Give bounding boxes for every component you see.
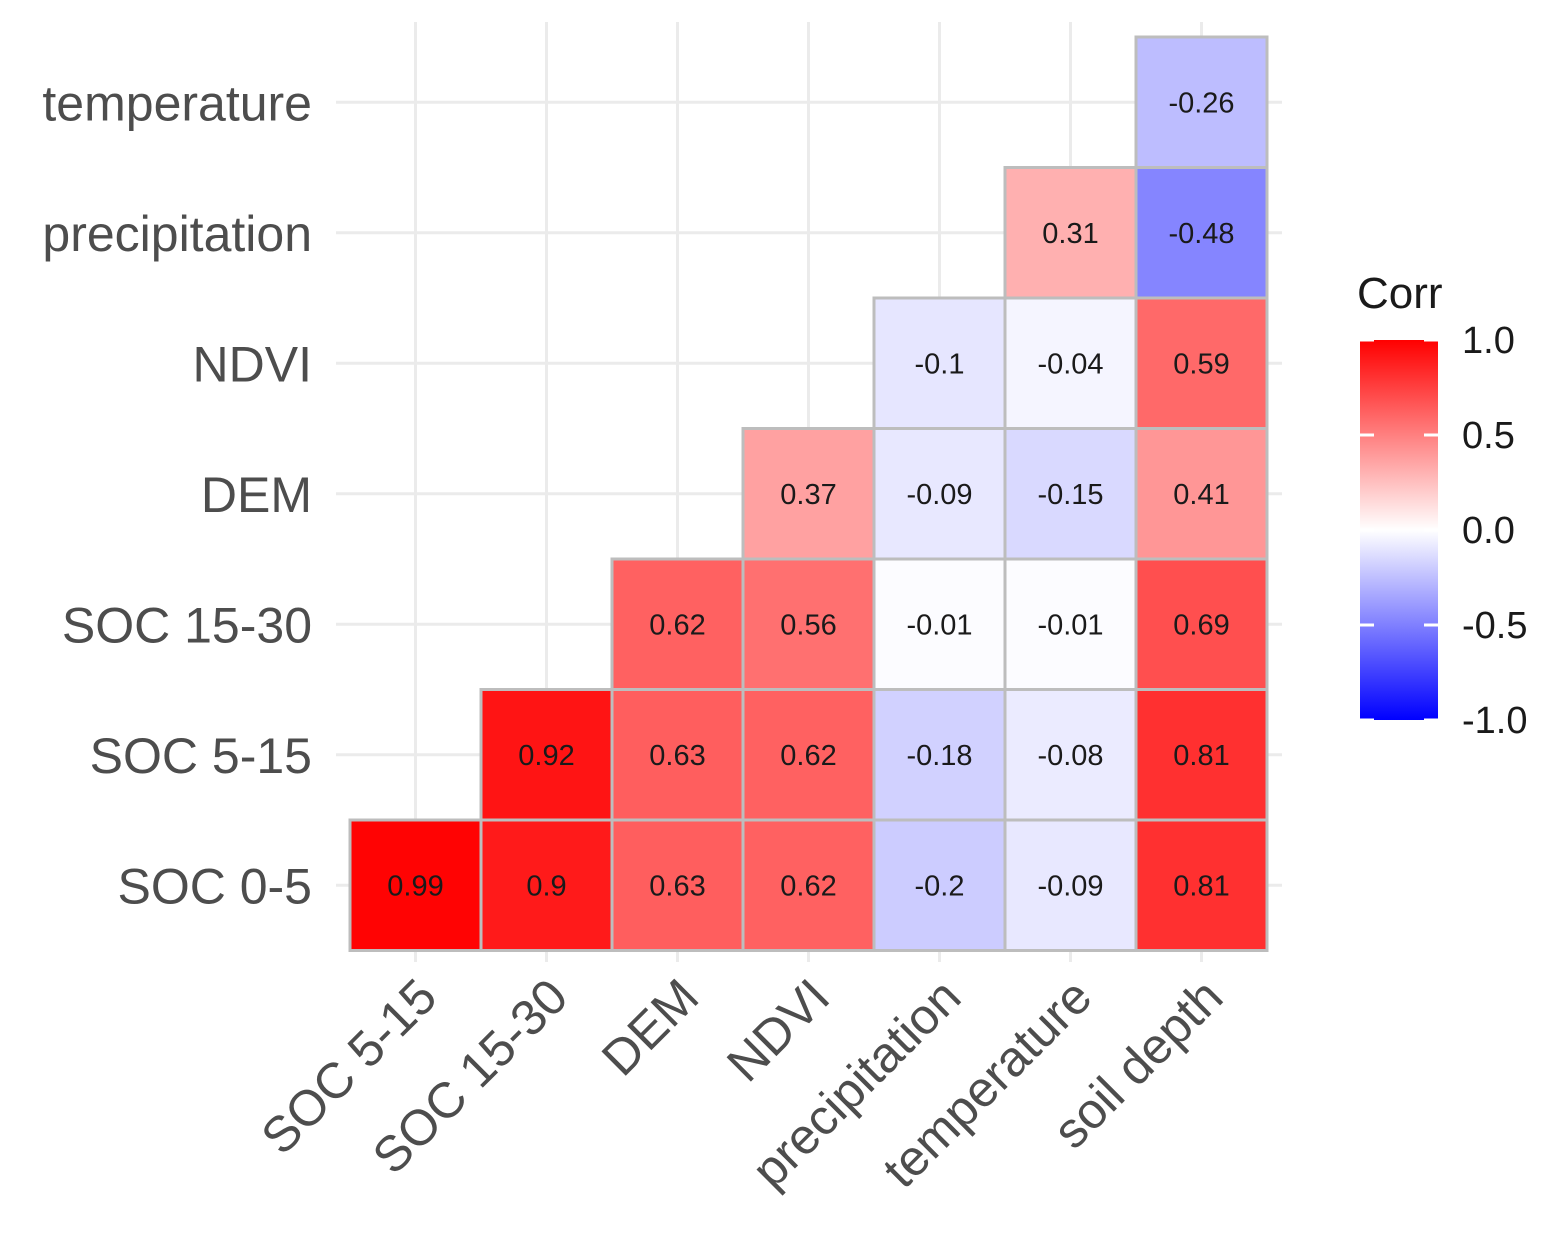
- y-axis-label: SOC 15-30: [62, 597, 312, 653]
- legend-tick-label: -0.5: [1462, 605, 1527, 647]
- cell-value-label: 0.9: [526, 870, 566, 902]
- heatmap-cell: [872, 427, 1007, 561]
- cell-value-label: 0.81: [1173, 740, 1229, 772]
- x-axis-label: DEM: [591, 968, 709, 1086]
- y-axis-label: SOC 5-15: [90, 728, 312, 784]
- cell-value-label: -0.01: [906, 609, 972, 641]
- heatmap-cell: [1003, 557, 1138, 691]
- legend-tick-label: 0.5: [1462, 415, 1515, 457]
- cell-value-label: 0.62: [649, 609, 705, 641]
- heatmap-cell: [610, 818, 745, 952]
- heatmap-cell: [872, 688, 1007, 822]
- cell-value-label: 0.63: [649, 740, 705, 772]
- heatmap-cell: [872, 557, 1007, 691]
- cell-value-label: 0.59: [1173, 348, 1229, 380]
- color-legend: Corr 1.0 0.5 0.0 -0.5 -1.0: [1357, 269, 1527, 742]
- legend-tick-label: 0.0: [1462, 510, 1515, 552]
- cell-value-label: 0.56: [780, 609, 836, 641]
- cell-value-label: 0.99: [387, 870, 443, 902]
- cell-value-label: 0.41: [1173, 479, 1229, 511]
- heatmap-cell: [741, 557, 876, 691]
- y-axis-label: SOC 0-5: [117, 858, 312, 914]
- cell-value-label: -0.09: [1037, 870, 1103, 902]
- heatmap-cells: 0.99 0.9 0.63 0.62 -0.2 -0.09 0.81 0.92 0.63 0.62…: [348, 35, 1269, 952]
- cell-value-label: -0.26: [1168, 87, 1234, 119]
- cell-value-label: 0.81: [1173, 870, 1229, 902]
- legend-tick-label: -1.0: [1462, 700, 1527, 742]
- y-axis-label: NDVI: [193, 336, 312, 392]
- heatmap-cell: [741, 818, 876, 952]
- y-axis-label: temperature: [42, 75, 312, 131]
- heatmap-cell: [1134, 688, 1269, 822]
- y-axis-label: DEM: [201, 467, 312, 523]
- cell-value-label: 0.37: [780, 479, 836, 511]
- cell-value-label: 0.69: [1173, 609, 1229, 641]
- cell-value-label: -0.01: [1037, 609, 1103, 641]
- heatmap-cell: [1134, 166, 1269, 300]
- y-axis-labels: SOC 0-5 SOC 5-15 SOC 15-30 DEM NDVI precipita…: [42, 75, 312, 914]
- heatmap-cell: [872, 296, 1007, 430]
- cell-value-label: -0.18: [906, 740, 972, 772]
- heatmap-cell: [1134, 296, 1269, 430]
- x-axis-label: NDVI: [716, 968, 840, 1092]
- cell-value-label: 0.62: [780, 870, 836, 902]
- cell-value-label: -0.48: [1168, 218, 1234, 250]
- y-axis-label: precipitation: [42, 206, 312, 262]
- cell-value-label: 0.31: [1042, 218, 1098, 250]
- cell-value-label: -0.2: [915, 870, 965, 902]
- cell-value-label: -0.08: [1037, 740, 1103, 772]
- legend-title: Corr: [1357, 269, 1443, 318]
- heatmap-cell: [1134, 818, 1269, 952]
- cell-value-label: 0.62: [780, 740, 836, 772]
- cell-value-label: -0.09: [906, 479, 972, 511]
- heatmap-cell: [1134, 427, 1269, 561]
- cell-value-label: -0.04: [1037, 348, 1103, 380]
- heatmap-cell: [1003, 818, 1138, 952]
- cell-value-label: -0.1: [915, 348, 965, 380]
- legend-tick-label: 1.0: [1462, 320, 1515, 362]
- cell-value-label: 0.63: [649, 870, 705, 902]
- heatmap-cell: [610, 557, 745, 691]
- heatmap-cell: [1003, 166, 1138, 300]
- heatmap-cell: [1134, 35, 1269, 169]
- cell-value-label: 0.92: [518, 740, 574, 772]
- heatmap-cell: [610, 688, 745, 822]
- cell-value-label: -0.15: [1037, 479, 1103, 511]
